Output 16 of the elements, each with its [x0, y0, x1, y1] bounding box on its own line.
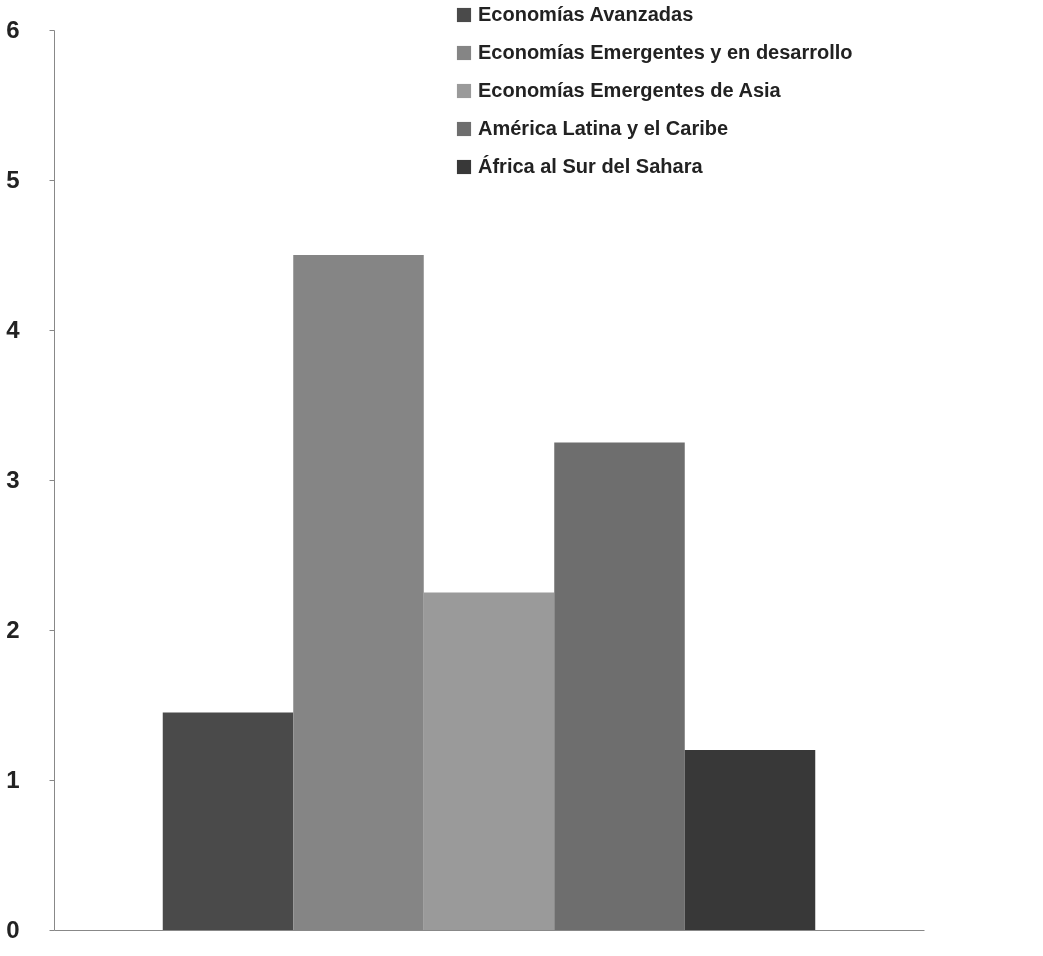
legend-label: América Latina y el Caribe [478, 117, 729, 139]
bar [684, 750, 816, 930]
legend-label: África al Sur del Sahara [478, 155, 704, 177]
y-tick-label: 3 [6, 465, 20, 493]
y-tick-label: 0 [6, 915, 20, 943]
y-tick-label: 5 [6, 165, 20, 193]
legend-label: Economías Emergentes y en desarrollo [478, 41, 853, 63]
y-tick-label: 2 [6, 615, 20, 643]
y-tick-label: 1 [6, 765, 20, 793]
bar [162, 712, 294, 930]
y-tick-label: 6 [6, 15, 20, 43]
legend-label: Economías Avanzadas [478, 3, 694, 25]
bar [554, 442, 685, 930]
legend-label: Economías Emergentes de Asia [478, 79, 782, 101]
bar [423, 592, 555, 930]
y-tick-label: 4 [6, 315, 21, 343]
